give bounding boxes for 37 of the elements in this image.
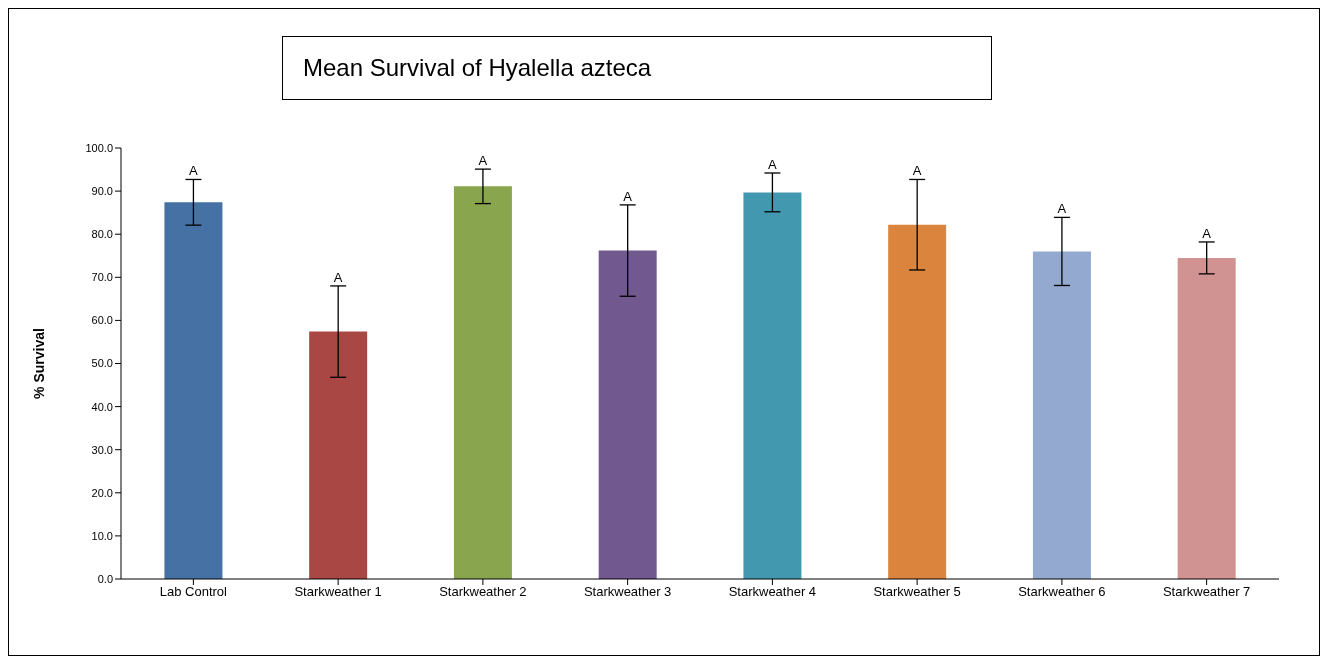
bar xyxy=(164,202,223,579)
bar xyxy=(309,331,368,579)
bar xyxy=(598,250,657,579)
x-tick-label: Starkweather 6 xyxy=(1018,584,1106,600)
annotation: A xyxy=(189,163,199,179)
annotation: A xyxy=(912,163,922,179)
y-tick-label: 70.0 xyxy=(91,271,113,284)
y-tick-label: 90.0 xyxy=(91,185,113,198)
x-tick-label: Starkweather 4 xyxy=(728,584,817,600)
y-tick-label: 20.0 xyxy=(91,486,113,499)
x-tick-label: Starkweather 2 xyxy=(439,584,527,600)
y-tick-label: 80.0 xyxy=(91,228,113,241)
annotation: A xyxy=(768,157,778,172)
y-tick-label: 0.0 xyxy=(97,572,113,585)
x-tick-label: Starkweather 7 xyxy=(1162,584,1251,600)
chart-title: Mean Survival of Hyalella azteca xyxy=(282,36,992,100)
y-tick-label: 30.0 xyxy=(91,443,113,456)
bar xyxy=(1177,257,1236,579)
x-tick-label: Starkweather 5 xyxy=(873,584,961,600)
x-tick-label: Starkweather 3 xyxy=(583,584,672,600)
x-tick-label: Starkweather 1 xyxy=(294,584,382,600)
annotation: A xyxy=(333,269,343,285)
annotation: A xyxy=(478,153,488,169)
y-tick-label: 60.0 xyxy=(91,314,113,327)
bar xyxy=(743,192,802,579)
bar xyxy=(888,224,947,579)
annotation: A xyxy=(1057,201,1067,217)
y-tick-label: 100.0 xyxy=(85,141,113,154)
x-tick-label: Lab Control xyxy=(159,584,228,600)
annotation: A xyxy=(623,188,633,204)
y-tick-label: 40.0 xyxy=(91,400,113,413)
bar xyxy=(1032,251,1091,579)
annotation: A xyxy=(1202,225,1212,241)
y-tick-label: 10.0 xyxy=(91,529,113,542)
y-tick-label: 50.0 xyxy=(91,357,113,370)
y-axis-title: % Survival xyxy=(30,328,47,399)
bar xyxy=(453,186,512,579)
